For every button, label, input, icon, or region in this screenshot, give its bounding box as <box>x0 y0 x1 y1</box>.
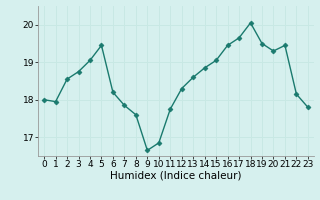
X-axis label: Humidex (Indice chaleur): Humidex (Indice chaleur) <box>110 171 242 181</box>
